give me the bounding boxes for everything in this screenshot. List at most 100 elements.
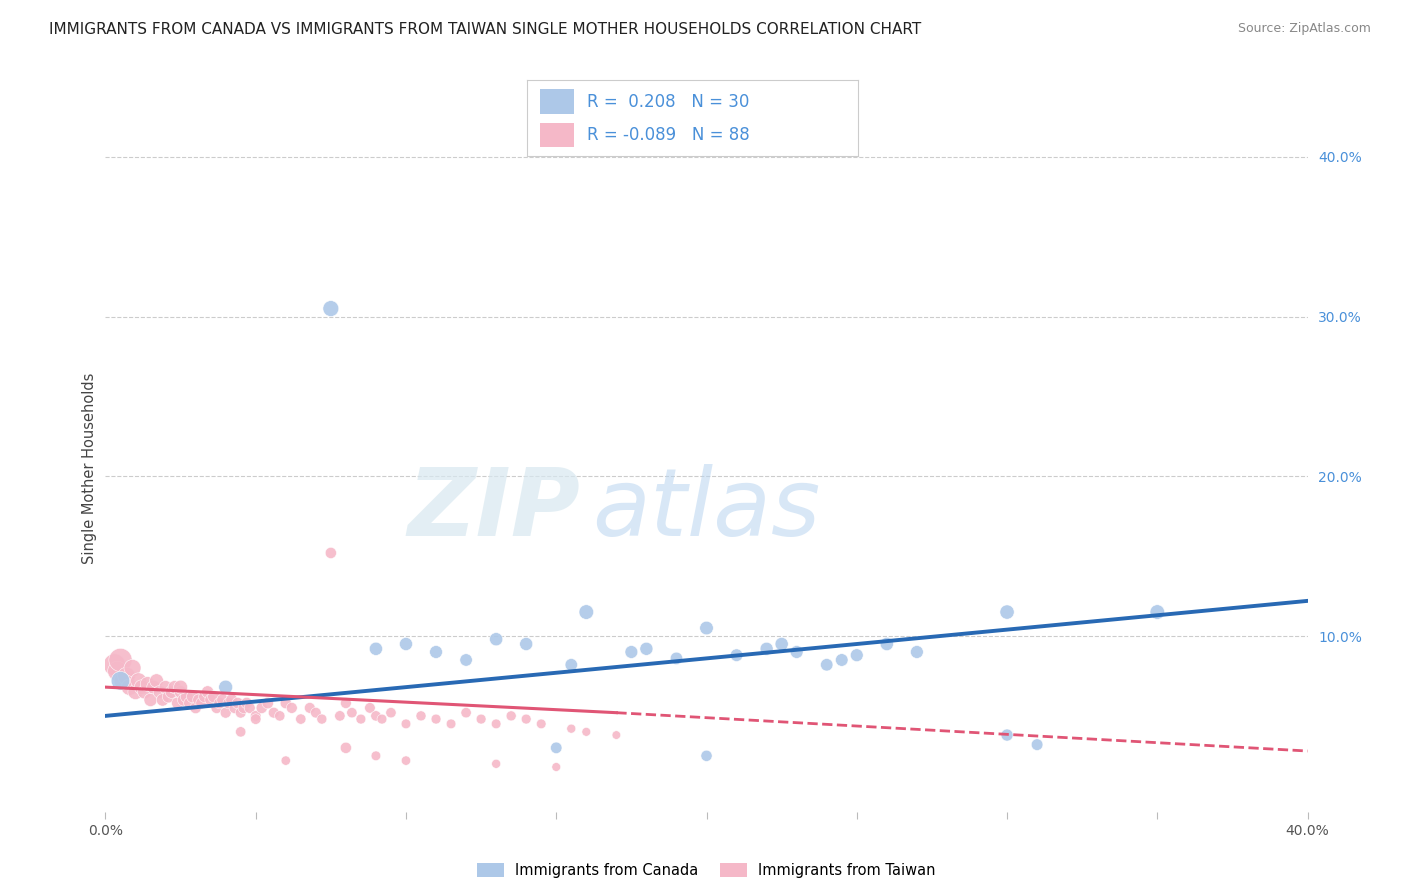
Point [995, 605, 1018, 619]
Point [575, 724, 598, 739]
Point [395, 637, 418, 651]
Point [124, 685, 146, 699]
Point [134, 685, 156, 699]
Point [364, 748, 387, 763]
Point [575, 605, 598, 619]
Legend: Immigrants from Canada, Immigrants from Taiwan: Immigrants from Canada, Immigrants from … [471, 856, 942, 883]
Point [110, 653, 132, 667]
Point [530, 717, 553, 731]
Point [112, 673, 135, 688]
Point [485, 632, 508, 647]
Point [281, 701, 304, 715]
Point [905, 645, 928, 659]
Point [250, 701, 273, 715]
Point [319, 546, 342, 560]
Point [148, 685, 170, 699]
Point [152, 693, 174, 707]
Point [815, 657, 838, 672]
Point [380, 706, 402, 720]
Point [190, 696, 212, 710]
Point [169, 680, 191, 694]
Point [546, 740, 568, 755]
Point [515, 637, 537, 651]
Point [115, 669, 138, 683]
Point [395, 717, 418, 731]
Point [620, 645, 643, 659]
Point [409, 709, 432, 723]
Point [205, 701, 228, 715]
Point [364, 641, 387, 656]
Point [173, 693, 195, 707]
Point [131, 680, 153, 694]
Point [229, 724, 252, 739]
Point [605, 728, 627, 742]
Point [245, 712, 267, 726]
Point [176, 690, 198, 704]
Point [995, 728, 1018, 742]
Point [1026, 738, 1049, 752]
Point [187, 693, 209, 707]
Point [335, 696, 357, 710]
Point [208, 696, 231, 710]
Point [163, 680, 186, 694]
Point [636, 641, 658, 656]
Point [224, 701, 246, 715]
Text: R = -0.089   N = 88: R = -0.089 N = 88 [586, 126, 749, 144]
Point [226, 696, 249, 710]
Point [454, 706, 477, 720]
Point [211, 693, 233, 707]
Point [454, 653, 477, 667]
Point [160, 685, 183, 699]
Point [118, 680, 141, 694]
Point [145, 673, 167, 688]
Text: atlas: atlas [592, 464, 821, 555]
Point [831, 653, 853, 667]
Point [274, 696, 297, 710]
Point [696, 621, 718, 635]
Point [350, 712, 373, 726]
Point [229, 706, 252, 720]
Point [136, 677, 159, 691]
Point [274, 754, 297, 768]
Point [157, 690, 180, 704]
Point [256, 696, 278, 710]
Point [364, 709, 387, 723]
Point [371, 712, 394, 726]
Point [546, 760, 568, 774]
Point [107, 664, 129, 678]
Point [245, 709, 267, 723]
Point [184, 701, 207, 715]
Point [560, 657, 582, 672]
Point [269, 709, 291, 723]
Point [665, 651, 688, 665]
Point [232, 701, 254, 715]
Point [311, 712, 333, 726]
Point [290, 712, 312, 726]
Point [335, 740, 357, 755]
Point [218, 696, 240, 710]
Point [770, 637, 793, 651]
Point [142, 680, 165, 694]
FancyBboxPatch shape [540, 89, 574, 113]
Point [221, 693, 243, 707]
Point [121, 661, 143, 675]
Point [235, 696, 257, 710]
Point [155, 680, 177, 694]
Point [425, 645, 447, 659]
Point [214, 706, 236, 720]
Text: ZIP: ZIP [408, 464, 581, 556]
Point [470, 712, 492, 726]
Point [485, 756, 508, 771]
Point [197, 685, 219, 699]
Point [725, 648, 748, 663]
Point [1146, 605, 1168, 619]
Point [359, 701, 381, 715]
Point [128, 673, 150, 688]
Point [169, 685, 191, 699]
Point [214, 680, 236, 694]
Point [298, 701, 321, 715]
Point [139, 693, 162, 707]
Point [395, 754, 418, 768]
FancyBboxPatch shape [540, 123, 574, 147]
Point [263, 706, 285, 720]
